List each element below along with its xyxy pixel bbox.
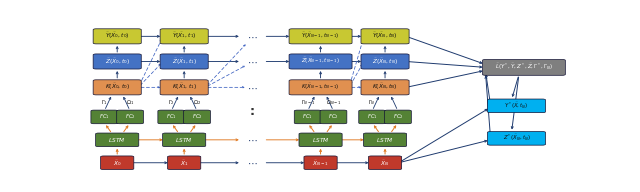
FancyBboxPatch shape (369, 156, 402, 170)
Text: $\tilde{L}(Y^*,\tilde{Y},Z^*,\tilde{Z},\Gamma^*,\Gamma_N)$: $\tilde{L}(Y^*,\tilde{Y},Z^*,\tilde{Z},\… (495, 62, 553, 73)
FancyBboxPatch shape (289, 54, 352, 69)
FancyBboxPatch shape (100, 156, 134, 170)
FancyBboxPatch shape (294, 110, 321, 124)
FancyBboxPatch shape (361, 54, 409, 69)
Text: $LSTM$: $LSTM$ (108, 136, 126, 144)
FancyBboxPatch shape (93, 29, 141, 44)
FancyBboxPatch shape (289, 80, 352, 95)
Text: $\tilde{Y}(\tilde{X}_N,t_N)$: $\tilde{Y}(\tilde{X}_N,t_N)$ (372, 31, 398, 41)
Text: $FC_2$: $FC_2$ (392, 113, 403, 121)
Text: $\cdots$: $\cdots$ (247, 31, 258, 41)
Text: $K(\tilde{X}_1,t_1)$: $K(\tilde{X}_1,t_1)$ (172, 82, 196, 92)
Text: $K(\tilde{X}_{N-1},t_{N-1})$: $K(\tilde{X}_{N-1},t_{N-1})$ (301, 82, 340, 92)
Text: $\Omega_{N-1}$: $\Omega_{N-1}$ (326, 98, 341, 107)
FancyBboxPatch shape (299, 133, 342, 147)
Text: $\tilde{Y}(\tilde{X}_{N-1},t_{N-1})$: $\tilde{Y}(\tilde{X}_{N-1},t_{N-1})$ (301, 31, 340, 41)
Text: $\Gamma_2$: $\Gamma_2$ (168, 98, 175, 107)
FancyBboxPatch shape (160, 54, 208, 69)
Text: $\tilde{X}_{N-1}$: $\tilde{X}_{N-1}$ (312, 158, 329, 168)
Text: $\tilde{X}_0$: $\tilde{X}_0$ (113, 158, 122, 168)
FancyBboxPatch shape (93, 54, 141, 69)
Text: $FC_2$: $FC_2$ (328, 113, 339, 121)
Text: $\cdots$: $\cdots$ (247, 56, 258, 66)
Text: $\tilde{Z}(\tilde{X}_0,t_0)$: $\tilde{Z}(\tilde{X}_0,t_0)$ (104, 56, 130, 66)
FancyBboxPatch shape (116, 110, 143, 124)
Text: $\Gamma_N$: $\Gamma_N$ (368, 98, 376, 107)
FancyBboxPatch shape (488, 132, 545, 145)
FancyBboxPatch shape (163, 133, 205, 147)
Text: $K(\tilde{X}_0,t_0)$: $K(\tilde{X}_0,t_0)$ (105, 82, 130, 92)
FancyBboxPatch shape (160, 29, 208, 44)
Text: $\cdots$: $\cdots$ (247, 158, 258, 168)
FancyBboxPatch shape (361, 29, 409, 44)
FancyBboxPatch shape (158, 110, 185, 124)
Text: $\tilde{Y}(\tilde{X}_1,t_1)$: $\tilde{Y}(\tilde{X}_1,t_1)$ (172, 31, 196, 41)
Text: $\tilde{Z}(\tilde{X}_N,t_N)$: $\tilde{Z}(\tilde{X}_N,t_N)$ (372, 56, 398, 66)
FancyBboxPatch shape (385, 110, 412, 124)
Text: $\Gamma_{N-1}$: $\Gamma_{N-1}$ (301, 98, 315, 107)
FancyBboxPatch shape (168, 156, 201, 170)
Text: $\cdots$: $\cdots$ (247, 135, 258, 145)
FancyBboxPatch shape (160, 80, 208, 95)
Text: $\Omega_2$: $\Omega_2$ (193, 98, 201, 107)
FancyBboxPatch shape (184, 110, 211, 124)
FancyBboxPatch shape (483, 60, 565, 75)
FancyBboxPatch shape (364, 133, 406, 147)
Text: $FC_1$: $FC_1$ (99, 113, 109, 121)
FancyBboxPatch shape (488, 99, 545, 113)
Text: $Y^*(\tilde{X},t_N)$: $Y^*(\tilde{X},t_N)$ (504, 101, 529, 111)
Text: $LSTM$: $LSTM$ (312, 136, 330, 144)
Text: $\Gamma_1$: $\Gamma_1$ (100, 98, 108, 107)
Text: $\tilde{X}_N$: $\tilde{X}_N$ (380, 158, 390, 168)
FancyBboxPatch shape (304, 156, 337, 170)
Text: $FC_1$: $FC_1$ (166, 113, 177, 121)
Text: $FC_2$: $FC_2$ (125, 113, 136, 121)
Text: $\tilde{Z}(\tilde{X}_{N-1},t_{N-1})$: $\tilde{Z}(\tilde{X}_{N-1},t_{N-1})$ (301, 56, 340, 66)
FancyBboxPatch shape (359, 110, 385, 124)
Text: $\tilde{Z}(\tilde{X}_1,t_1)$: $\tilde{Z}(\tilde{X}_1,t_1)$ (172, 56, 196, 66)
Text: $LSTM$: $LSTM$ (376, 136, 394, 144)
FancyBboxPatch shape (320, 110, 347, 124)
Text: $FC_2$: $FC_2$ (192, 113, 202, 121)
Text: $Z^*(\tilde{X}_N,t_N)$: $Z^*(\tilde{X}_N,t_N)$ (502, 133, 531, 143)
Text: :: : (250, 104, 255, 118)
FancyBboxPatch shape (289, 29, 352, 44)
FancyBboxPatch shape (95, 133, 139, 147)
FancyBboxPatch shape (91, 110, 118, 124)
Text: $FC_1$: $FC_1$ (367, 113, 378, 121)
Text: $LSTM$: $LSTM$ (175, 136, 193, 144)
Text: $\tilde{Y}(\tilde{X}_0,t_0)$: $\tilde{Y}(\tilde{X}_0,t_0)$ (105, 31, 129, 41)
Text: $FC_1$: $FC_1$ (302, 113, 313, 121)
Text: $K(\tilde{X}_N,t_N)$: $K(\tilde{X}_N,t_N)$ (372, 82, 398, 92)
Text: $\Omega_1$: $\Omega_1$ (126, 98, 134, 107)
Text: $\tilde{X}_1$: $\tilde{X}_1$ (180, 158, 188, 168)
Text: $\cdots$: $\cdots$ (247, 82, 258, 92)
FancyBboxPatch shape (93, 80, 141, 95)
FancyBboxPatch shape (361, 80, 409, 95)
